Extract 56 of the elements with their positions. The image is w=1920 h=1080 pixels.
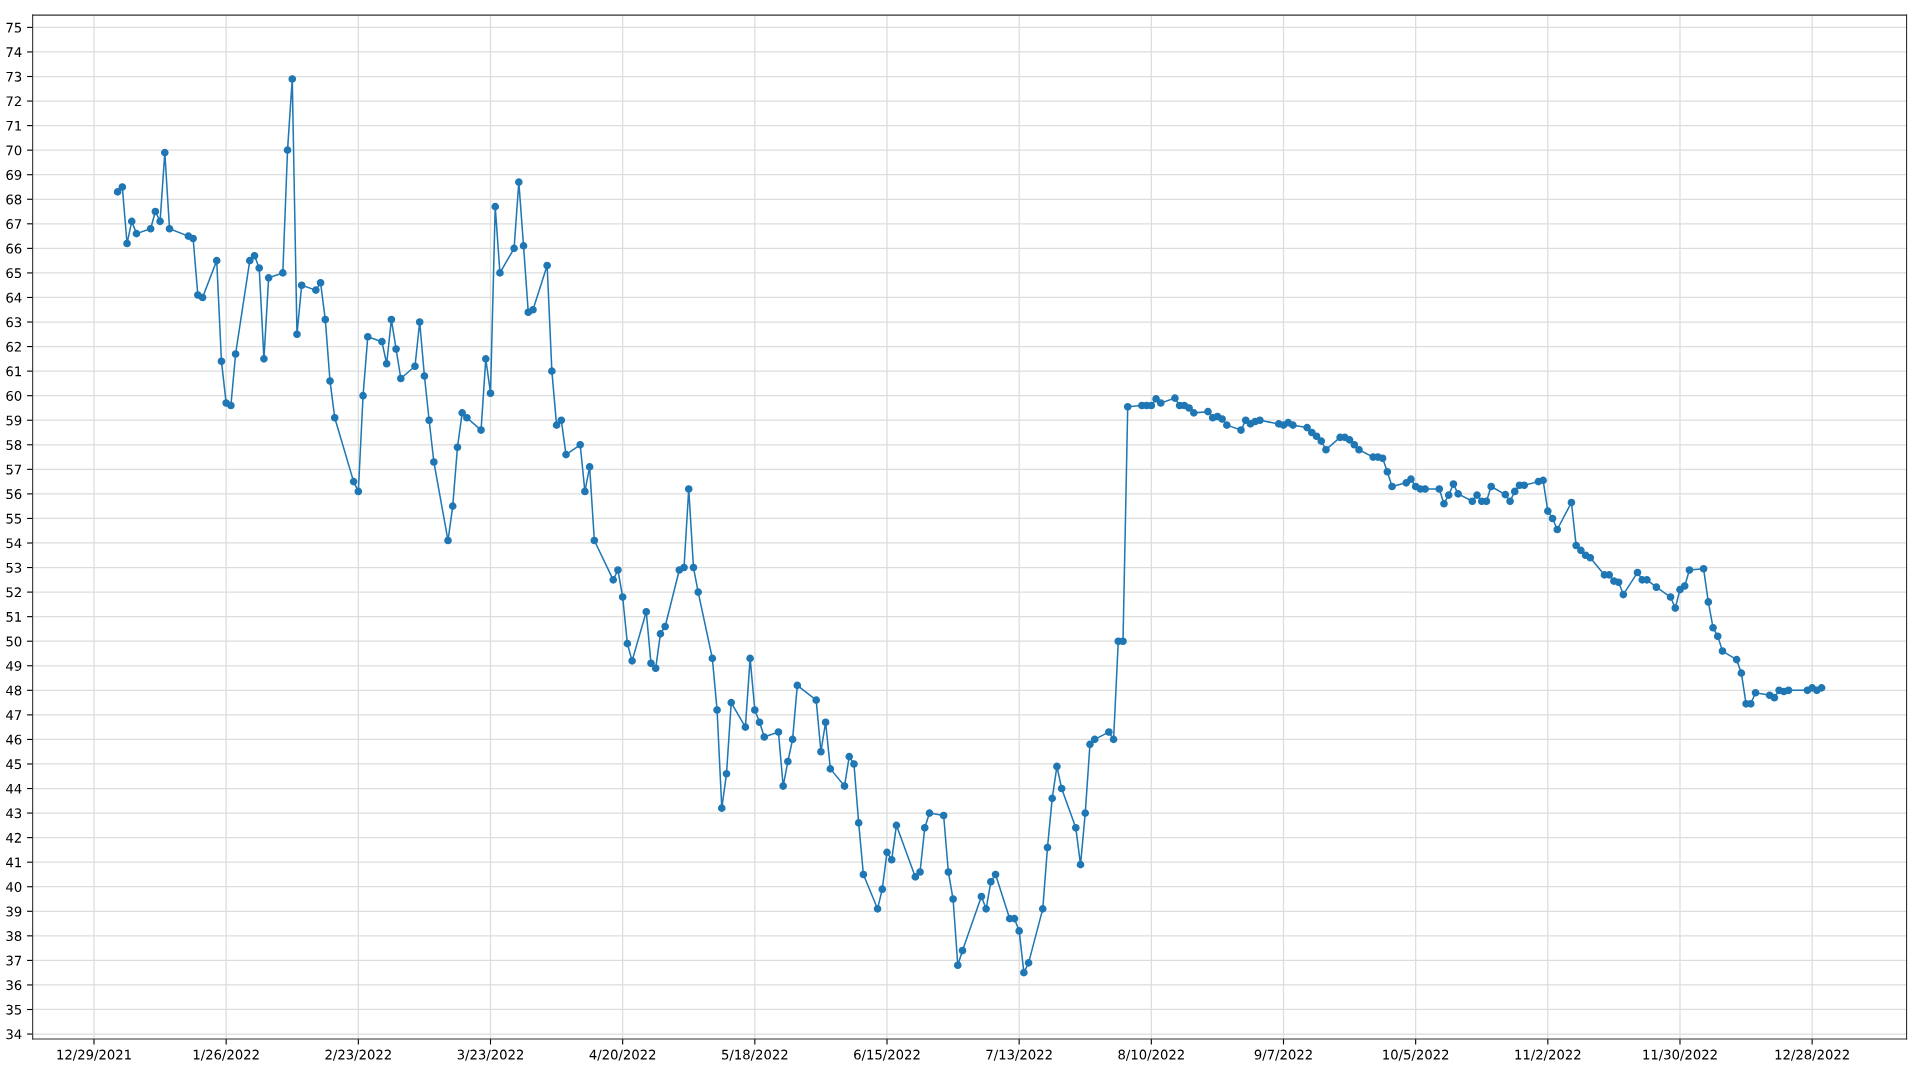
y-tick-label: 49 bbox=[6, 660, 22, 671]
y-tick-label: 54 bbox=[6, 538, 22, 549]
x-tick-label: 10/5/2022 bbox=[1383, 1049, 1449, 1061]
y-tick-label: 60 bbox=[6, 390, 22, 401]
y-tick-label: 34 bbox=[6, 1029, 22, 1040]
y-tick-label: 55 bbox=[6, 513, 22, 524]
y-tick-label: 69 bbox=[6, 169, 22, 180]
y-tick-label: 71 bbox=[6, 121, 21, 131]
x-tick-label: 11/2/2022 bbox=[1515, 1049, 1581, 1061]
y-tick-label: 65 bbox=[6, 268, 22, 279]
y-tick-label: 64 bbox=[6, 292, 22, 303]
y-tick-label: 63 bbox=[6, 317, 22, 328]
y-tick-label: 74 bbox=[6, 47, 22, 57]
y-tick-label: 53 bbox=[6, 562, 22, 573]
y-tick-label: 38 bbox=[6, 931, 22, 942]
y-tick-label: 47 bbox=[6, 710, 22, 720]
y-tick-label: 75 bbox=[6, 22, 22, 33]
y-tick-label: 62 bbox=[6, 341, 21, 352]
y-tick-label: 52 bbox=[6, 587, 21, 598]
x-tick-label: 8/10/2022 bbox=[1118, 1049, 1184, 1061]
y-tick-label: 40 bbox=[6, 881, 22, 892]
y-tick-label: 56 bbox=[6, 489, 22, 500]
y-tick-label: 42 bbox=[6, 832, 21, 843]
y-tick-label: 45 bbox=[6, 759, 22, 770]
y-tick-label: 70 bbox=[6, 145, 22, 156]
y-tick-label: 46 bbox=[6, 734, 22, 745]
y-tick-label: 67 bbox=[6, 219, 22, 230]
y-tick-label: 44 bbox=[6, 783, 22, 794]
y-tick-label: 43 bbox=[6, 808, 22, 819]
y-tick-label: 58 bbox=[6, 440, 22, 450]
x-tick-label: 2/23/2022 bbox=[325, 1049, 391, 1061]
y-tick-label: 68 bbox=[6, 194, 22, 205]
y-tick-label: 50 bbox=[6, 636, 22, 647]
x-tick-label: 4/20/2022 bbox=[589, 1049, 656, 1061]
y-tick-label: 35 bbox=[6, 1004, 22, 1015]
y-tick-label: 73 bbox=[6, 71, 22, 82]
y-tick-label: 48 bbox=[6, 685, 22, 696]
y-tick-label: 72 bbox=[6, 96, 21, 107]
y-tick-label: 39 bbox=[6, 906, 22, 917]
x-tick-label: 7/13/2022 bbox=[986, 1049, 1052, 1061]
y-tick-label: 36 bbox=[6, 980, 22, 991]
x-tick-label: 12/28/2022 bbox=[1775, 1049, 1849, 1061]
y-tick-label: 37 bbox=[6, 955, 22, 966]
x-tick-label: 11/30/2022 bbox=[1643, 1049, 1717, 1061]
y-tick-label: 59 bbox=[6, 415, 22, 426]
y-tick-label: 41 bbox=[6, 857, 21, 868]
x-tick-label: 6/15/2022 bbox=[854, 1049, 920, 1061]
x-tick-label: 9/7/2022 bbox=[1254, 1049, 1312, 1061]
y-tick-label: 66 bbox=[6, 243, 22, 254]
y-tick-label: 57 bbox=[6, 464, 22, 475]
x-tick-label: 1/26/2022 bbox=[193, 1049, 259, 1061]
x-tick-label: 5/18/2022 bbox=[722, 1049, 788, 1061]
y-tick-label: 51 bbox=[6, 612, 21, 622]
x-tick-label: 3/23/2022 bbox=[457, 1049, 523, 1061]
x-tick-label: 12/29/2021 bbox=[57, 1049, 131, 1061]
y-tick-label: 61 bbox=[6, 366, 21, 377]
